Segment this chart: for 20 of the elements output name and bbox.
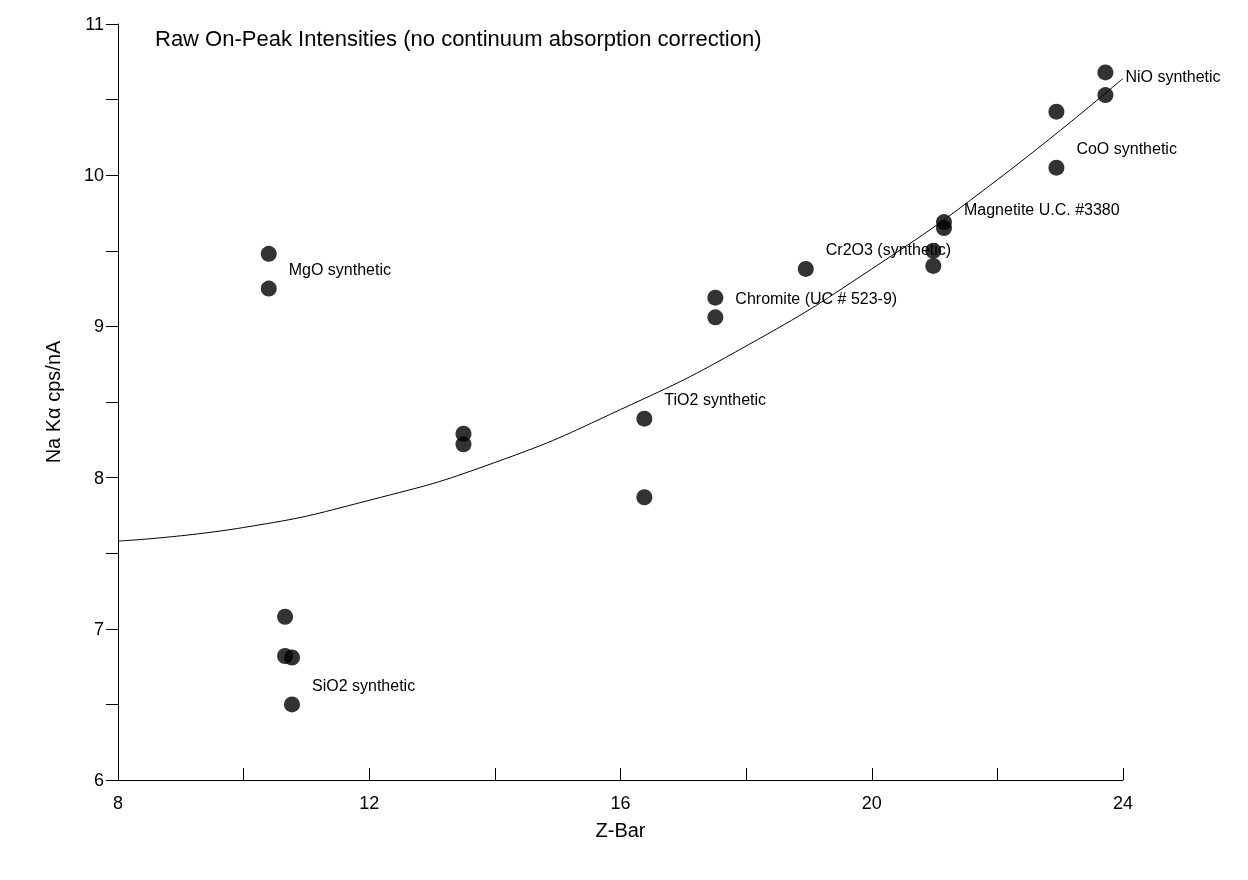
y-tick-label: 10 xyxy=(83,165,104,186)
y-tick-label: 7 xyxy=(93,618,104,639)
x-tick-label: 8 xyxy=(112,793,124,813)
annotation: CoO synthetic xyxy=(1076,140,1177,158)
y-axis-title: Na Kα cps/nA xyxy=(42,339,64,464)
chart-title: Raw On-Peak Intensities (no continuum absorption correction) xyxy=(155,25,762,51)
y-tick-label: 6 xyxy=(93,770,104,790)
annotation: MgO synthetic xyxy=(288,261,392,279)
x-tick-label: 24 xyxy=(1112,793,1134,813)
annotation: TiO2 synthetic xyxy=(664,391,767,409)
y-tick-label: 9 xyxy=(93,316,104,337)
x-tick-label: 20 xyxy=(861,793,882,813)
x-tick-label: 12 xyxy=(359,793,380,813)
annotation: SiO2 synthetic xyxy=(311,676,416,694)
x-tick-label: 16 xyxy=(610,793,631,813)
annotation: NiO synthetic xyxy=(1125,67,1221,85)
x-axis-title: Z-Bar xyxy=(595,819,646,841)
y-tick-label: 8 xyxy=(93,467,104,488)
y-tick-label: 11 xyxy=(85,14,104,34)
annotation: Magnetite U.C. #3380 xyxy=(963,200,1120,218)
